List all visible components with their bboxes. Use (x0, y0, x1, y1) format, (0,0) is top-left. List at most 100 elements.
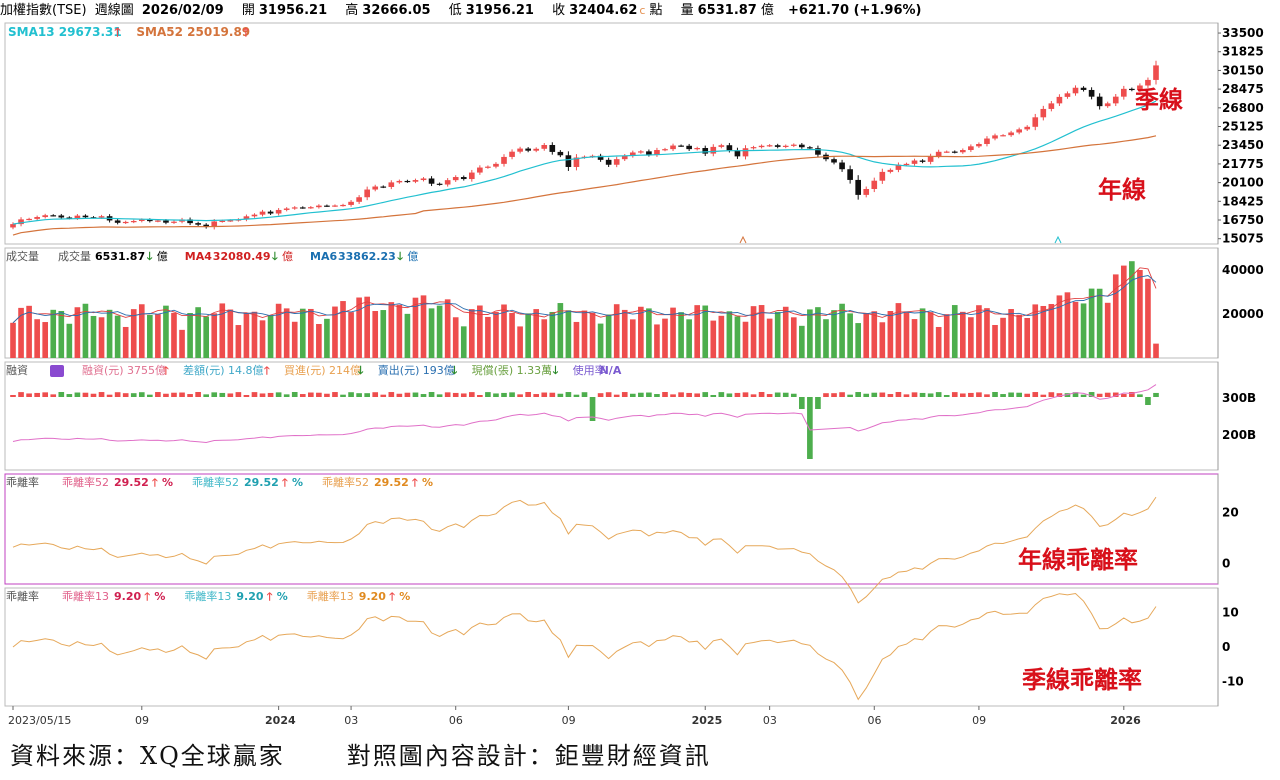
margin-bar (227, 393, 234, 397)
candle-body (638, 151, 644, 153)
margin-bar (26, 393, 32, 397)
candle-body (1120, 88, 1127, 97)
candle-body (935, 151, 942, 157)
margin-bar (686, 392, 692, 397)
candle-body (847, 169, 853, 180)
candle-body (436, 183, 443, 185)
low-value: 31956.21 (465, 3, 534, 18)
margin-bar (130, 393, 137, 397)
margin-legend-value: 214億 (329, 364, 361, 377)
volume-bar (259, 320, 266, 358)
bias52-legend-value: 29.52 (374, 476, 409, 489)
margin-bar (10, 395, 16, 397)
volume-bar (267, 315, 274, 358)
margin-bar (436, 394, 443, 397)
candle-body (895, 164, 902, 170)
margin-title: 融資 (6, 364, 28, 377)
symbol-name: 加權指數(TSE) (0, 3, 87, 18)
margin-bar (1072, 392, 1079, 397)
margin-bar (106, 394, 113, 397)
volume-bar (517, 326, 523, 358)
margin-bar (855, 392, 861, 397)
annotation-quarter-line: 季線 (1135, 85, 1183, 114)
legend-sma52: SMA52 25019.89 (136, 25, 250, 39)
volume-title: 成交量 (6, 249, 39, 263)
period-label: 週線圖 (94, 3, 134, 18)
candle-body (18, 219, 24, 225)
settings-icon[interactable] (50, 365, 64, 377)
candle-body (122, 221, 129, 224)
volume-bar (155, 314, 161, 358)
margin-bar (195, 392, 201, 397)
volume-bar (58, 310, 65, 358)
bias52-legend-name: 乖離率52 (192, 475, 239, 489)
margin-bar (750, 394, 757, 397)
volume-bar (138, 304, 145, 358)
margin-bar (581, 392, 588, 397)
candle-body (1072, 87, 1079, 94)
candle-body (1008, 132, 1014, 136)
margin-tick-label: 200B (1222, 428, 1256, 442)
candle-body (742, 148, 749, 157)
panel-price (4, 22, 1219, 245)
price-tick-label: 26800 (1222, 101, 1264, 115)
volume-bar (597, 323, 604, 358)
volume-bar (815, 307, 821, 358)
volume-bar (573, 321, 580, 358)
margin-bar (903, 394, 910, 397)
candle-body (227, 220, 234, 222)
bias52-legend-name: 乖離率52 (322, 475, 369, 489)
volume-bar (1024, 317, 1031, 358)
volume-bar (1064, 292, 1071, 358)
candle-body (718, 145, 725, 147)
volume-bar (90, 315, 97, 358)
volume-bar (758, 305, 765, 358)
margin-bar (799, 397, 805, 409)
margin-bar (1008, 392, 1014, 397)
margin-bar (605, 392, 612, 397)
margin-bar (670, 394, 676, 397)
candle-body (525, 148, 531, 151)
bias52-legend-value: 29.52 (244, 476, 279, 489)
margin-bar (380, 394, 387, 397)
volume-bar (485, 316, 491, 358)
x-tick-label: 09 (135, 714, 149, 727)
candle-body (308, 207, 314, 209)
legend-sma13: SMA13 29673.31 (8, 25, 122, 39)
margin-legend-value: 14.8億 (228, 364, 264, 377)
volume-bar (428, 308, 435, 358)
candle-body (1104, 103, 1111, 107)
volume-bar (404, 313, 411, 358)
volume-bar (702, 305, 709, 358)
bias13-legend-suffix: % (154, 590, 165, 603)
volume-ma6-line (12, 275, 1157, 324)
volume-bar (1104, 302, 1111, 358)
volume-bar (1056, 295, 1063, 358)
candle-body (541, 144, 548, 149)
candle-body (1024, 126, 1031, 130)
margin-bar (477, 394, 483, 397)
margin-bar (638, 392, 644, 397)
x-tick-label: 2023/05/15 (8, 714, 71, 727)
bias13-tick-label: -10 (1222, 675, 1244, 689)
volume-bar (1032, 304, 1039, 358)
volume-bar (195, 307, 201, 358)
margin-bar (147, 394, 153, 397)
candle-body (348, 201, 354, 205)
margin-legend-value: N/A (600, 364, 622, 377)
volume-bar (1088, 288, 1095, 358)
price-tick-label: 20100 (1222, 176, 1264, 190)
volume-bar (1048, 304, 1055, 358)
candle-body (686, 145, 692, 150)
unit-label: 點 (649, 3, 663, 18)
candle-body (324, 205, 330, 207)
candle-body (42, 215, 49, 218)
volume-bar (444, 299, 451, 358)
margin-bar (308, 392, 314, 397)
x-tick-label: 03 (763, 714, 777, 727)
volume-bar (396, 304, 403, 358)
volume-bar (509, 312, 515, 358)
margin-bar (468, 392, 475, 397)
candle-body (766, 145, 773, 147)
candle-body (694, 148, 701, 150)
